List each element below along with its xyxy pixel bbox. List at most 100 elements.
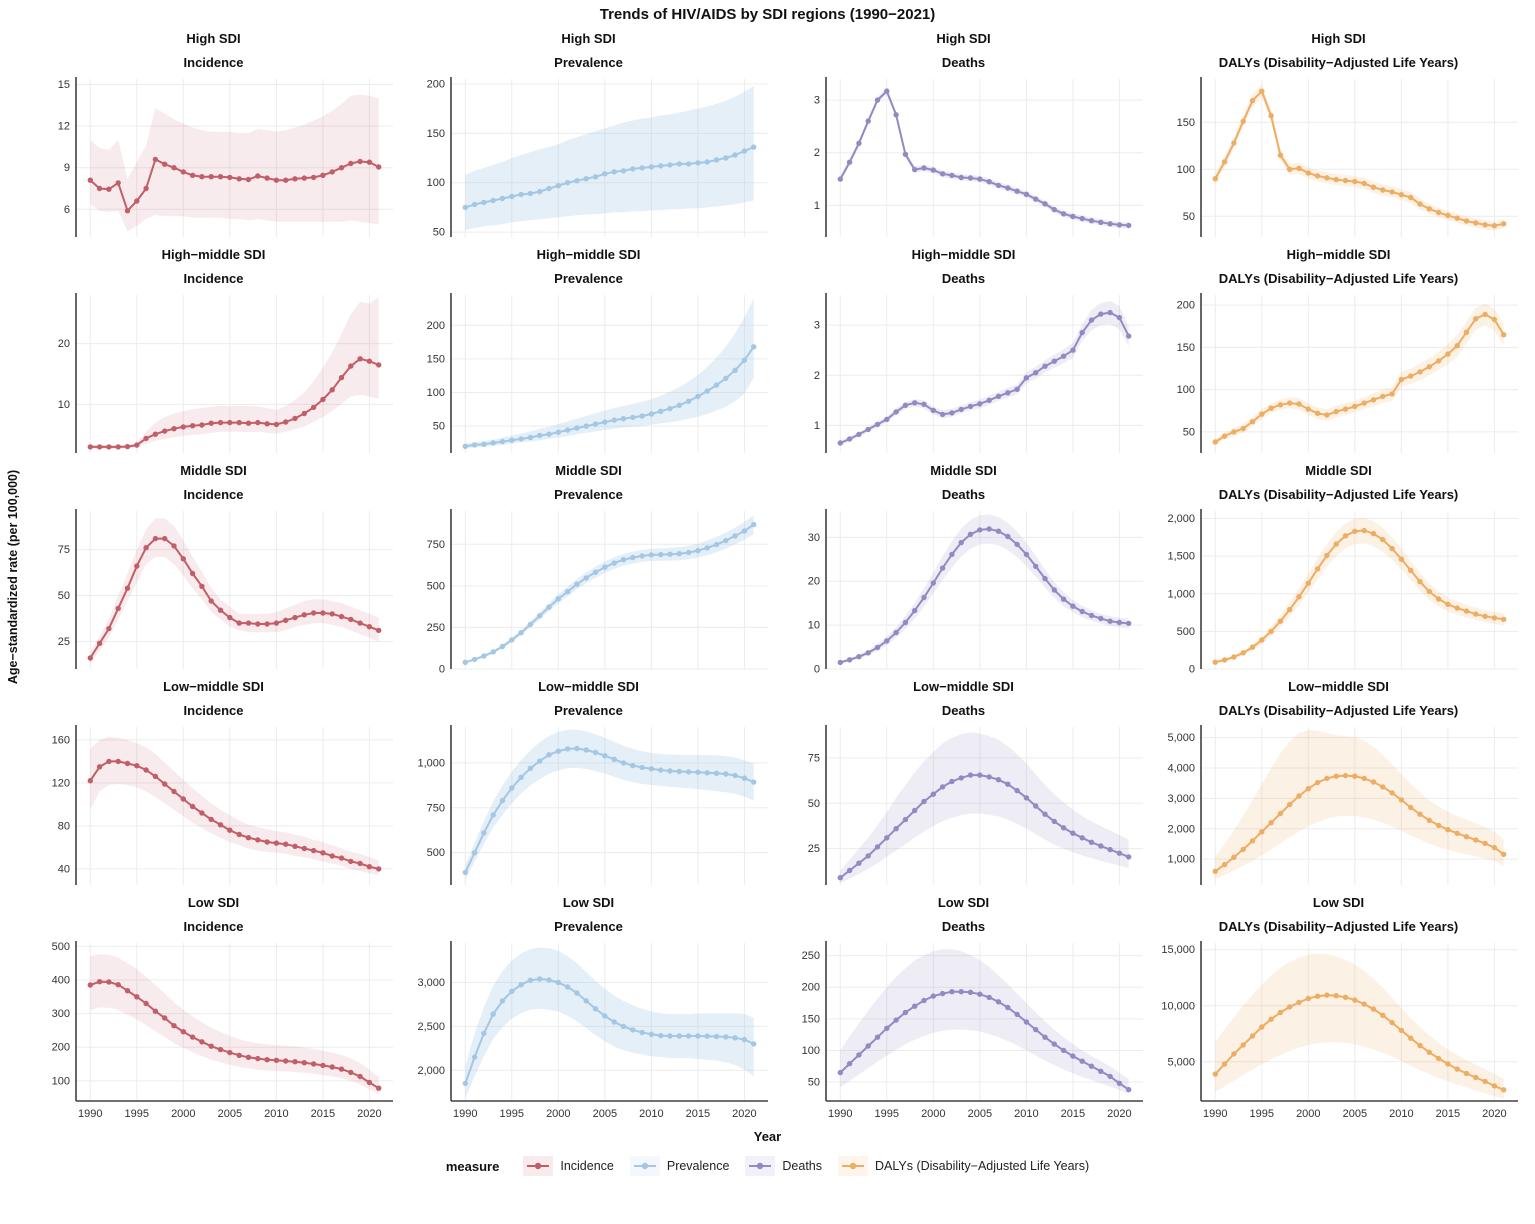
panel-region-title: Low−middle SDI — [163, 679, 264, 694]
gridlines — [1201, 295, 1518, 453]
svg-text:500: 500 — [427, 847, 445, 859]
panel-measure-title: Prevalence — [554, 703, 623, 718]
svg-text:50: 50 — [433, 227, 445, 239]
panel-measure-title: Prevalence — [554, 271, 623, 286]
svg-text:2005: 2005 — [968, 1108, 992, 1120]
figure: Trends of HIV/AIDS by SDI regions (1990−… — [0, 6, 1526, 1176]
data-points — [462, 521, 757, 665]
chart-svg: 500 750 1,000 — [417, 725, 768, 885]
panel-low-sdi-prevalence: Low SDI Prevalence 2,000 2,500 3,000 1990 1995… — [401, 891, 776, 1127]
chart-svg: 0 500 1,000 1,500 2,000 — [1167, 509, 1518, 675]
svg-text:750: 750 — [427, 539, 445, 551]
data-points — [87, 156, 382, 214]
confidence-band — [465, 85, 754, 231]
gridlines — [826, 295, 1143, 453]
svg-text:2015: 2015 — [686, 1108, 710, 1120]
svg-text:0: 0 — [814, 664, 820, 676]
svg-text:10,000: 10,000 — [1161, 1000, 1195, 1012]
svg-text:2,000: 2,000 — [1167, 823, 1195, 835]
y-tick-labels: 6 9 12 15 — [58, 79, 70, 216]
svg-text:75: 75 — [58, 544, 70, 556]
legend-item-prevalence: Prevalence — [629, 1156, 729, 1176]
gridlines — [76, 943, 393, 1101]
chart-svg: 40 80 120 160 — [52, 725, 393, 885]
svg-text:300: 300 — [52, 1008, 70, 1020]
x-tick-labels: 1990 1995 2000 2005 2010 2015 2020 — [1203, 1108, 1507, 1120]
svg-text:2020: 2020 — [1482, 1108, 1506, 1120]
svg-text:500: 500 — [1177, 626, 1195, 638]
y-tick-labels: 500 750 1,000 — [417, 757, 445, 859]
panel-high-middle-sdi-dalys-disability-adjusted-life-years: High−middle SDI DALYs (Disability−Adjuste… — [1151, 243, 1526, 459]
svg-text:1995: 1995 — [875, 1108, 899, 1120]
svg-text:1990: 1990 — [828, 1108, 852, 1120]
legend-key-icon — [838, 1156, 869, 1176]
svg-text:1,500: 1,500 — [1167, 551, 1195, 563]
svg-text:160: 160 — [52, 734, 70, 746]
svg-text:20: 20 — [58, 338, 70, 350]
confidence-band — [465, 515, 754, 663]
panel-region-title: Middle SDI — [180, 463, 247, 478]
chart-svg: 50 100 150 — [1177, 77, 1518, 237]
panel-middle-sdi-dalys-disability-adjusted-life-years: Middle SDI DALYs (Disability−Adjusted Lif… — [1151, 459, 1526, 675]
panel-grid: High SDI Incidence 6 9 12 15 High SDI Prevalenc… — [26, 27, 1526, 1127]
data-points — [87, 535, 382, 661]
y-tick-labels: 100 200 300 400 500 — [52, 941, 70, 1087]
panel-measure-title: DALYs (Disability−Adjusted Life Years) — [1218, 919, 1459, 934]
svg-text:1990: 1990 — [453, 1108, 477, 1120]
panel-region-title: Low−middle SDI — [913, 679, 1014, 694]
svg-text:150: 150 — [1177, 117, 1195, 129]
legend-title: measure — [445, 1158, 500, 1174]
data-points — [837, 309, 1132, 446]
confidence-band — [90, 94, 379, 232]
panel-high-sdi-prevalence: High SDI Prevalence 50 100 150 200 — [401, 27, 776, 243]
chart-svg: 6 9 12 15 — [58, 77, 393, 237]
svg-text:3,000: 3,000 — [417, 977, 445, 989]
confidence-band — [840, 301, 1129, 446]
chart-svg: 2,000 2,500 3,000 1990 1995 2000 2005 2010 2015 2… — [417, 941, 768, 1120]
confidence-band — [90, 297, 379, 449]
panel-measure-title: DALYs (Disability−Adjusted Life Years) — [1218, 55, 1459, 70]
svg-text:1,000: 1,000 — [1167, 854, 1195, 866]
trend-line — [1214, 90, 1505, 227]
gridlines — [451, 511, 768, 670]
svg-text:2010: 2010 — [639, 1108, 663, 1120]
confidence-band — [840, 88, 1129, 229]
panel-region-title: Low−middle SDI — [538, 679, 639, 694]
figure-title: Trends of HIV/AIDS by SDI regions (1990−… — [599, 6, 936, 23]
y-tick-labels: 2,000 2,500 3,000 — [417, 977, 445, 1077]
svg-text:150: 150 — [802, 1013, 820, 1025]
data-points — [1212, 88, 1507, 229]
panel-measure-title: DALYs (Disability−Adjusted Life Years) — [1218, 703, 1459, 718]
svg-text:3: 3 — [814, 95, 820, 107]
chart-svg: 1 2 3 — [814, 293, 1143, 453]
svg-text:0: 0 — [439, 664, 445, 676]
confidence-band — [840, 732, 1129, 884]
panel-region-title: Low SDI — [1312, 895, 1365, 910]
svg-text:500: 500 — [52, 941, 70, 953]
chart-svg: 100 200 300 400 500 1990 1995 2000 2005 2010 2015 2… — [52, 941, 393, 1120]
chart-svg: 1 2 3 — [814, 77, 1143, 237]
y-tick-labels: 25 50 75 — [808, 752, 820, 855]
chart-svg: 25 50 75 — [808, 725, 1143, 885]
svg-text:1995: 1995 — [125, 1108, 149, 1120]
y-axis-label-column: Age−standardized rate (per 100,000) — [0, 27, 26, 1127]
panel-high-middle-sdi-deaths: High−middle SDI Deaths 1 2 3 — [776, 243, 1151, 459]
y-axis-label: Age−standardized rate (per 100,000) — [6, 469, 20, 685]
svg-text:2000: 2000 — [1296, 1108, 1320, 1120]
panel-low-sdi-dalys-disability-adjusted-life-years: Low SDI DALYs (Disability−Adjusted Life Y… — [1151, 891, 1526, 1127]
legend-key-icon — [745, 1156, 776, 1176]
data-points — [462, 976, 757, 1087]
svg-text:50: 50 — [1183, 211, 1195, 223]
chart-svg: 25 50 75 — [58, 509, 393, 669]
confidence-band — [1215, 84, 1504, 231]
panel-measure-title: Prevalence — [554, 55, 623, 70]
y-tick-labels: 5,000 10,000 15,000 — [1161, 944, 1195, 1068]
gridlines — [826, 511, 1143, 670]
panel-region-title: High−middle SDI — [1286, 247, 1391, 262]
svg-text:15,000: 15,000 — [1161, 944, 1195, 956]
y-tick-labels: 1 2 3 — [814, 95, 820, 212]
panel-low-middle-sdi-dalys-disability-adjusted-life-years: Low−middle SDI DALYs (Disability−Adjusted… — [1151, 675, 1526, 891]
svg-text:2: 2 — [814, 147, 820, 159]
panel-high-sdi-incidence: High SDI Incidence 6 9 12 15 — [26, 27, 401, 243]
chart-svg: 1,000 2,000 3,000 4,000 5,000 — [1167, 725, 1518, 885]
